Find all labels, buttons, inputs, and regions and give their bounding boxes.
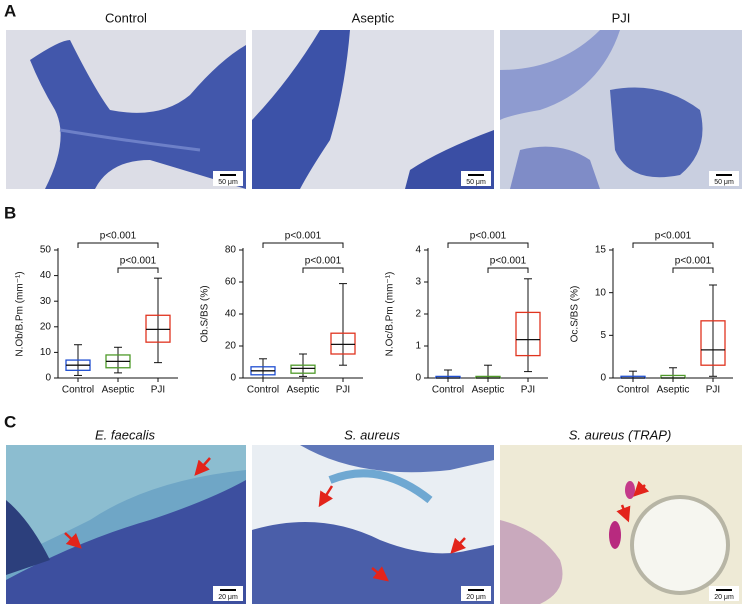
- scale-bar: 20 μm 20 μm 20 μm: [213, 586, 739, 601]
- significance-bracket: [487, 267, 529, 273]
- x-tick-label: PJI: [521, 385, 535, 396]
- significance-label: p<0.001: [675, 256, 712, 267]
- scale-label: 50 μm: [466, 179, 486, 186]
- significance-label: p<0.001: [120, 256, 157, 267]
- y-axis-label: N.Ob/B.Pm (mm⁻¹): [15, 271, 26, 356]
- panel-label: A: [4, 1, 16, 20]
- x-tick-label: PJI: [336, 385, 350, 396]
- y-axis-label: N.Oc/B.Pm (mm⁻¹): [385, 272, 396, 357]
- x-tick-label: Aseptic: [102, 385, 135, 396]
- image-title: S. aureus (TRAP): [569, 427, 672, 442]
- panel-label: C: [4, 412, 16, 431]
- scale-label: 20 μm: [714, 594, 734, 601]
- y-tick-label: 0: [230, 373, 236, 384]
- x-tick-label: Control: [617, 385, 649, 396]
- scale-label: 20 μm: [218, 594, 238, 601]
- micrograph: [252, 30, 494, 189]
- x-tick-label: PJI: [706, 385, 720, 396]
- box: [290, 364, 316, 374]
- significance-label: p<0.001: [100, 231, 137, 242]
- panel-label: B: [4, 203, 16, 222]
- y-tick-label: 40: [40, 270, 52, 281]
- image-title: S. aureus: [344, 427, 400, 442]
- scale-bar: 50 μm 50 μm 50 μm: [213, 171, 739, 186]
- scale-label: 50 μm: [714, 179, 734, 186]
- y-tick-label: 60: [225, 277, 237, 288]
- micrograph: [6, 30, 246, 189]
- y-tick-label: 0: [600, 373, 606, 384]
- box: [515, 311, 541, 357]
- box: [700, 320, 726, 366]
- significance-bracket: [632, 242, 714, 248]
- y-tick-label: 5: [600, 330, 606, 341]
- significance-bracket: [77, 242, 159, 248]
- y-tick-label: 20: [225, 341, 237, 352]
- scale-label: 20 μm: [466, 594, 486, 601]
- y-tick-label: 1: [415, 341, 421, 352]
- scale-label: 50 μm: [218, 179, 238, 186]
- micrograph: [500, 30, 742, 189]
- y-tick-label: 2: [415, 309, 421, 320]
- x-tick-label: Aseptic: [472, 385, 505, 396]
- y-tick-label: 80: [225, 245, 237, 256]
- significance-bracket: [302, 267, 344, 273]
- significance-label: p<0.001: [305, 256, 342, 267]
- significance-bracket: [117, 267, 159, 273]
- box: [330, 332, 356, 355]
- image-title: Control: [105, 10, 147, 25]
- significance-bracket: [672, 267, 714, 273]
- micrograph: [500, 445, 742, 604]
- x-tick-label: Control: [432, 385, 464, 396]
- x-tick-label: Control: [62, 385, 94, 396]
- y-axis-label: Oc.S/BS (%): [570, 286, 581, 343]
- x-tick-label: Control: [247, 385, 279, 396]
- y-tick-label: 15: [595, 245, 607, 256]
- y-tick-label: 0: [415, 373, 421, 384]
- significance-label: p<0.001: [655, 231, 692, 242]
- image-title: PJI: [612, 10, 631, 25]
- significance-label: p<0.001: [470, 231, 507, 242]
- micrograph: [6, 445, 246, 604]
- significance-bracket: [262, 242, 344, 248]
- y-tick-label: 50: [40, 245, 52, 256]
- image-title: Aseptic: [352, 10, 395, 25]
- y-tick-label: 10: [595, 287, 607, 298]
- significance-bracket: [447, 242, 529, 248]
- y-tick-label: 10: [40, 347, 52, 358]
- micrograph: [252, 445, 494, 604]
- x-tick-label: Aseptic: [657, 385, 690, 396]
- y-tick-label: 0: [45, 373, 51, 384]
- y-tick-label: 40: [225, 309, 237, 320]
- y-tick-label: 4: [415, 245, 421, 256]
- significance-label: p<0.001: [285, 231, 322, 242]
- x-tick-label: PJI: [151, 385, 165, 396]
- y-tick-label: 3: [415, 277, 421, 288]
- y-tick-label: 30: [40, 296, 52, 307]
- significance-label: p<0.001: [490, 256, 527, 267]
- y-axis-label: Ob.S/BS (%): [200, 285, 211, 342]
- y-tick-label: 20: [40, 321, 52, 332]
- image-title: E. faecalis: [95, 427, 155, 442]
- x-tick-label: Aseptic: [287, 385, 320, 396]
